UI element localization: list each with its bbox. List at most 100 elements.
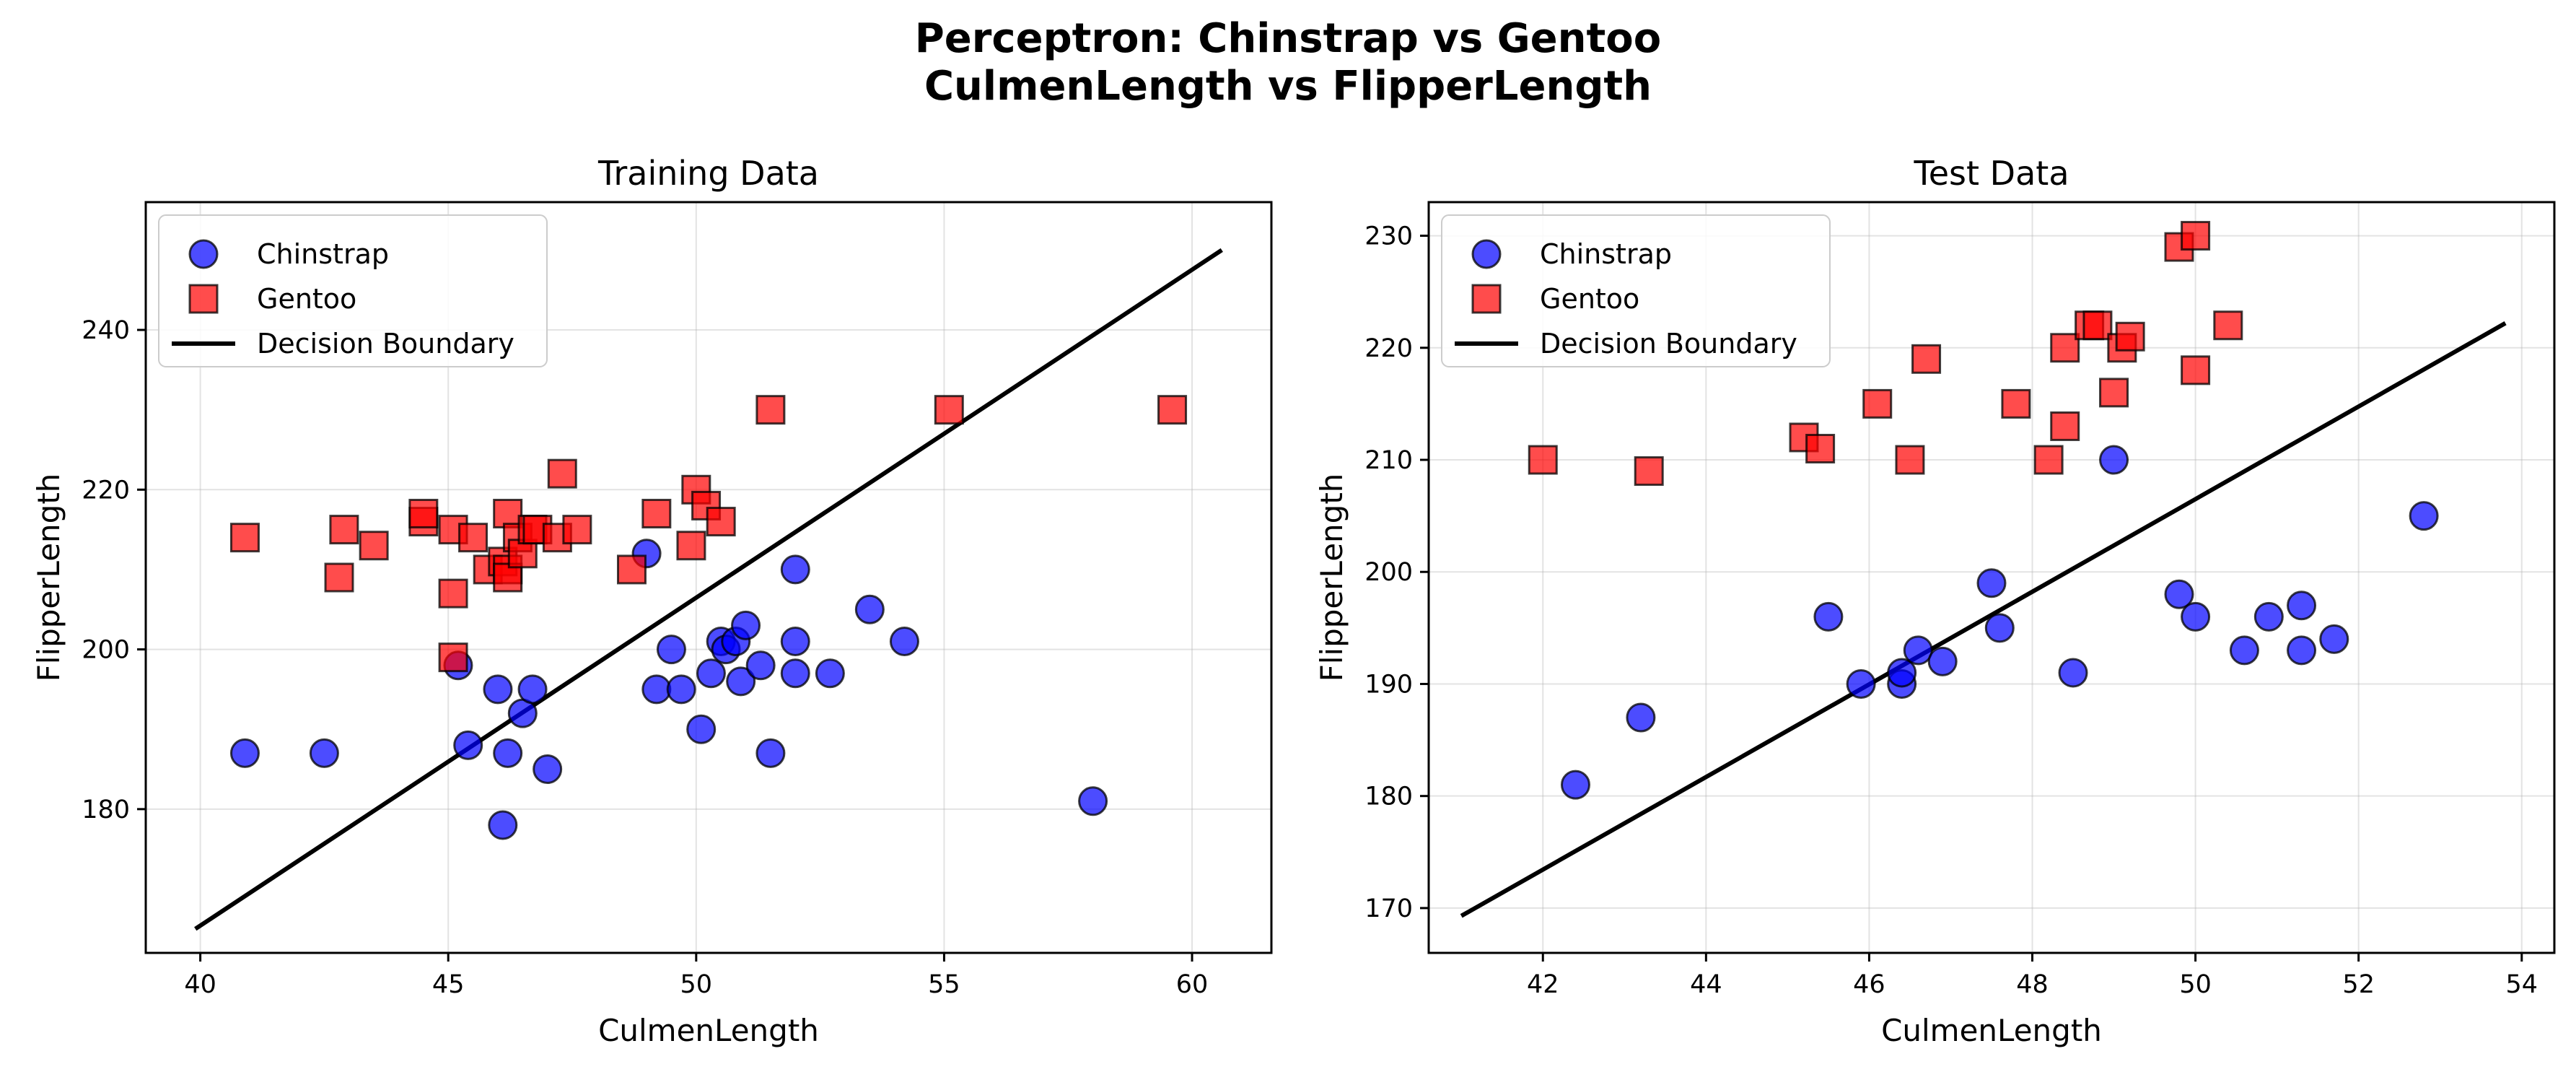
- chart-2-chinstrap-point: [1887, 658, 1917, 688]
- chart-2-legend-chinstrap-marker: [1471, 239, 1502, 269]
- chart-2-x-axis-label: CulmenLength: [1881, 1013, 2102, 1048]
- chart-2-chinstrap-point: [2058, 658, 2088, 688]
- chart-1-gentoo-point: [547, 458, 577, 489]
- chart-1-chinstrap-point: [854, 594, 885, 624]
- chart-2-legend: Chinstrap Gentoo Decision Boundary: [1441, 214, 1831, 367]
- chart-2-gentoo-point: [2213, 310, 2243, 341]
- chart-1-gentoo-point: [676, 531, 706, 561]
- chart-1-y-tick-label: 240: [82, 316, 130, 345]
- chart-2-gentoo-point: [2050, 411, 2080, 441]
- chart-2-y-tick-label: 190: [1364, 670, 1413, 699]
- chart-1-axes-frame: [144, 201, 1273, 954]
- chart-2-x-tick-label: 44: [1690, 970, 1722, 999]
- chart-2-chinstrap-point: [1903, 635, 1933, 666]
- chart-2-chinstrap-point: [2319, 624, 2349, 654]
- chart-1-legend-gentoo-marker: [188, 284, 219, 314]
- chart-2-chinstrap-point: [2099, 445, 2129, 475]
- chart-2-y-tick-label: 210: [1364, 446, 1413, 475]
- chart-1-gentoo-point: [438, 642, 468, 673]
- chart-1-legend-chinstrap-marker: [188, 239, 219, 269]
- chart-1-gentoo-point: [408, 498, 439, 528]
- chart-2-y-tick-label: 170: [1364, 894, 1413, 923]
- chart-1-chinstrap-point: [726, 666, 756, 697]
- chart-2-gentoo-point: [1895, 445, 1925, 475]
- chart-2-gentoo-point: [2099, 378, 2129, 408]
- chart-2-y-tick-label: 230: [1364, 222, 1413, 251]
- chart-1-chinstrap-point: [686, 714, 717, 744]
- chart-1-gentoo-point: [706, 507, 736, 537]
- chart-1-x-tick-label: 50: [680, 970, 713, 999]
- training-data-panel: 40 45 50 55 60 180 200 220 240 Training Data Culme…: [31, 154, 1273, 1048]
- chart-1-title: Training Data: [597, 154, 819, 193]
- chart-1-chinstrap-point: [533, 754, 563, 785]
- chart-1-chinstrap-point: [483, 674, 513, 705]
- chart-1-gentoo-point: [359, 531, 389, 561]
- chart-1-legend-label: Decision Boundary: [257, 328, 514, 359]
- chart-1-gentoo-point: [329, 515, 359, 545]
- chart-1-legend: Chinstrap Gentoo Decision Boundary: [158, 214, 548, 367]
- chart-2-chinstrap-point: [1984, 613, 2015, 643]
- chart-1-chinstrap-point: [696, 658, 726, 689]
- chart-2-legend-label: Decision Boundary: [1540, 328, 1797, 359]
- chart-1-chinstrap-point: [889, 627, 919, 657]
- chart-1-legend-box: [158, 214, 548, 367]
- chart-1-gentoo-point: [562, 515, 592, 545]
- chart-1-gentoo-point: [493, 562, 523, 593]
- chart-2-gentoo-point: [1911, 344, 1942, 374]
- chart-2-chinstrap-point: [1626, 702, 1656, 733]
- chart-1-x-tick-label: 40: [184, 970, 216, 999]
- chart-2-gentoo-point: [2181, 221, 2211, 251]
- chart-1-chinstrap-point: [1078, 786, 1108, 816]
- chart-2-x-tick-label: 42: [1527, 970, 1559, 999]
- test-data-panel: 42 44 46 48 50 52 54 170 180 190 200 210 220 230 Test …: [1314, 154, 2556, 1048]
- chart-2-x-tick-label: 46: [1853, 970, 1885, 999]
- chart-1-y-axis-label: FlipperLength: [31, 474, 66, 682]
- chart-2-chinstrap-point: [2164, 579, 2194, 609]
- chart-1-chinstrap-point: [641, 674, 672, 705]
- chart-2-gentoo-point: [2001, 388, 2031, 419]
- chart-1-chinstrap-point: [815, 658, 845, 689]
- chart-2-gentoo-point: [1805, 433, 1836, 463]
- chart-1-chinstrap-point: [488, 810, 518, 840]
- chart-2-chinstrap-point: [1560, 770, 1590, 800]
- chart-1-x-tick-label: 55: [928, 970, 960, 999]
- chart-2-gentoo-point: [2082, 310, 2113, 341]
- chart-2-gentoo-point: [1862, 388, 1893, 419]
- chart-2-axes-frame: [1427, 201, 2556, 954]
- chart-2-y-axis-label: FlipperLength: [1314, 474, 1349, 682]
- chart-2-gentoo-point: [2181, 355, 2211, 385]
- chart-2-x-tick-label: 52: [2342, 970, 2375, 999]
- chart-2-legend-label: Gentoo: [1540, 283, 1639, 315]
- chart-2-plot-area: [1460, 221, 2507, 918]
- chart-2-legend-label: Chinstrap: [1540, 238, 1672, 270]
- chart-2-title: Test Data: [1913, 154, 2069, 193]
- chart-2-gentoo-point: [2050, 333, 2080, 363]
- chart-1-y-tick-label: 180: [82, 796, 130, 824]
- chart-1-gentoo-point: [438, 578, 468, 609]
- chart-1-x-tick-label: 45: [432, 970, 465, 999]
- chart-1-chinstrap-point: [666, 674, 696, 705]
- chart-1-gentoo-point: [755, 395, 786, 425]
- chart-2-x-tick-label: 50: [2179, 970, 2212, 999]
- chart-2-chinstrap-point: [2253, 601, 2284, 632]
- chart-1-gentoo-point: [641, 498, 672, 528]
- chart-1-chinstrap-point: [229, 738, 260, 768]
- chart-2-gentoo-point: [2115, 321, 2145, 352]
- chart-1-gentoo-point: [934, 395, 964, 425]
- chart-2-chinstrap-point: [1927, 646, 1958, 676]
- chart-1-chinstrap-point: [656, 635, 686, 665]
- chart-2-decision-boundary-line: [1460, 321, 2507, 918]
- chart-1-x-tick-label: 60: [1176, 970, 1209, 999]
- chart-1-y-tick-label: 200: [82, 636, 130, 665]
- chart-2-chinstrap-point: [2287, 591, 2317, 621]
- chart-2-y-tick-label: 200: [1364, 558, 1413, 587]
- chart-1-chinstrap-point: [309, 738, 339, 768]
- chart-1-chinstrap-point: [780, 627, 810, 657]
- chart-2-chinstrap-point: [2229, 635, 2259, 666]
- chart-1-chinstrap-point: [453, 730, 483, 760]
- chart-1-plot-area: [194, 248, 1223, 931]
- chart-2-gentoo-point: [1528, 445, 1558, 475]
- chart-2-legend-gentoo-marker: [1471, 284, 1502, 314]
- chart-2-chinstrap-point: [1846, 668, 1876, 699]
